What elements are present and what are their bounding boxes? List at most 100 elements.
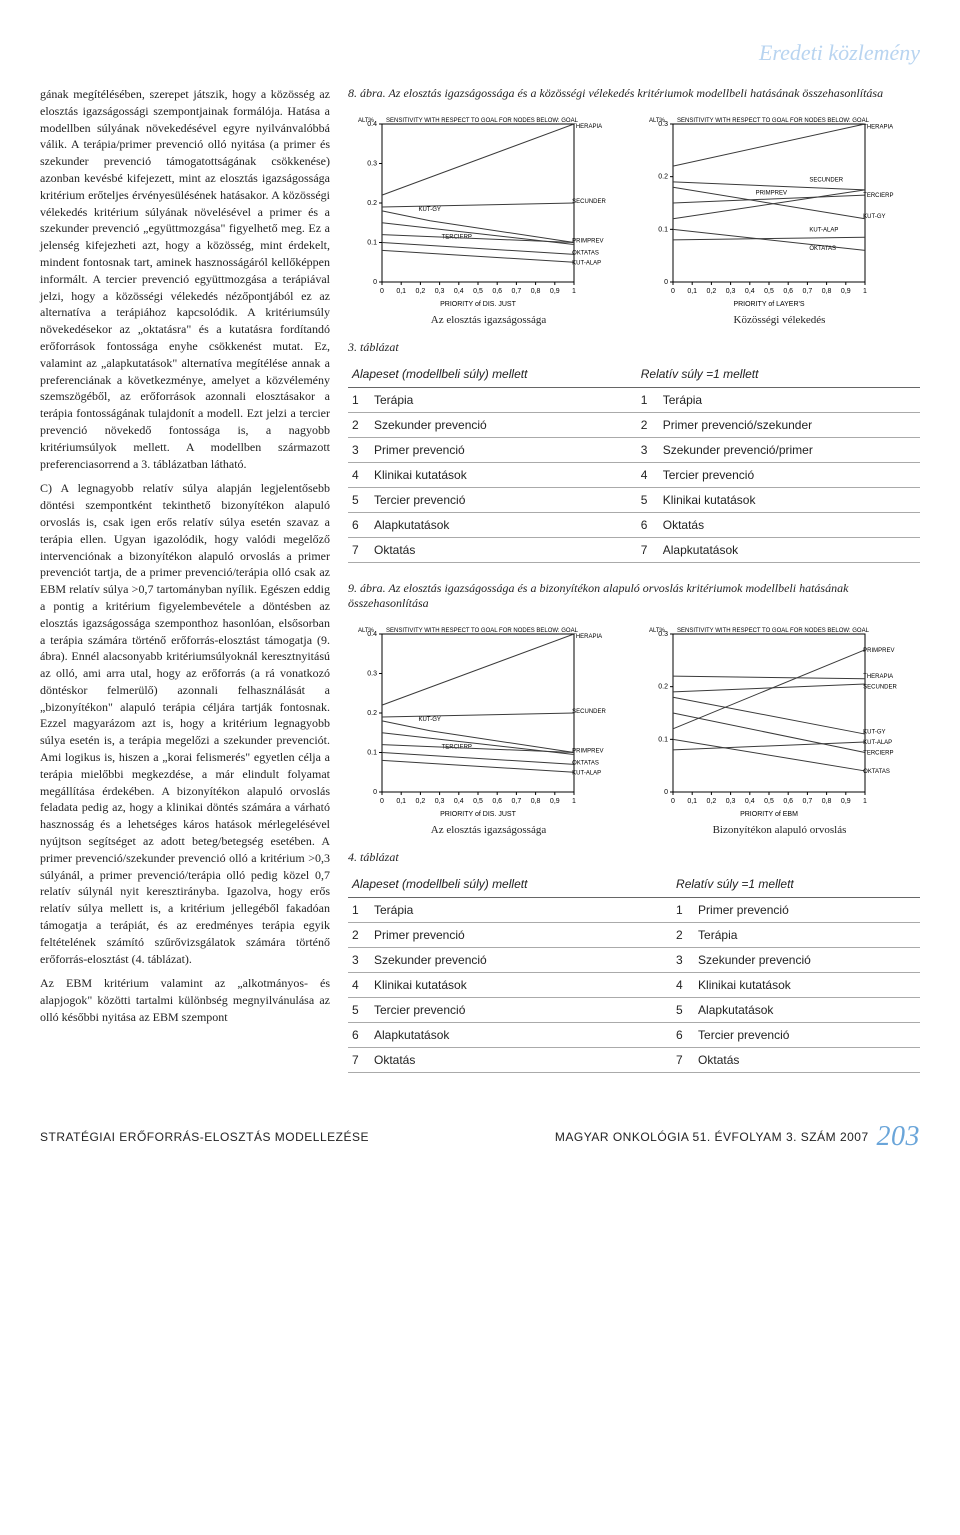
svg-text:SECUNDER: SECUNDER bbox=[572, 199, 606, 205]
svg-text:PRIMPREV: PRIMPREV bbox=[863, 648, 894, 654]
svg-text:0: 0 bbox=[664, 279, 668, 286]
table-cell: Szekunder prevenció bbox=[370, 412, 637, 437]
right-column: 8. ábra. Az elosztás igazságossága és a … bbox=[348, 86, 920, 1091]
table-row: 5Tercier prevenció5Alapkutatások bbox=[348, 997, 920, 1022]
page-number: 203 bbox=[877, 1121, 921, 1152]
table-cell: 3 bbox=[672, 947, 694, 972]
main-columns: gának megítélésében, szerepet játszik, h… bbox=[40, 86, 920, 1091]
paragraph-1: gának megítélésében, szerepet játszik, h… bbox=[40, 86, 330, 472]
svg-text:0,8: 0,8 bbox=[531, 798, 541, 805]
svg-text:SECUNDER: SECUNDER bbox=[863, 684, 897, 690]
svg-text:0,7: 0,7 bbox=[803, 798, 813, 805]
table-cell: 5 bbox=[672, 997, 694, 1022]
table-cell: 6 bbox=[348, 512, 370, 537]
svg-text:SENSITIVITY WITH RESPECT TO GO: SENSITIVITY WITH RESPECT TO GOAL FOR NOD… bbox=[386, 628, 579, 634]
table3-caption: 3. táblázat bbox=[348, 340, 920, 355]
table-cell: 6 bbox=[637, 512, 659, 537]
svg-text:0,4: 0,4 bbox=[454, 288, 464, 295]
figure8-caption: 8. ábra. Az elosztás igazságossága és a … bbox=[348, 86, 920, 102]
svg-text:THERAPIA: THERAPIA bbox=[863, 674, 893, 680]
svg-text:PRIORITY of DIS. JUST: PRIORITY of DIS. JUST bbox=[440, 301, 516, 308]
table-cell: Alapkutatások bbox=[370, 512, 637, 537]
svg-text:0,7: 0,7 bbox=[512, 288, 522, 295]
svg-text:THERAPIA: THERAPIA bbox=[572, 124, 602, 130]
table-cell: 2 bbox=[348, 922, 370, 947]
figure9-right-chart: 00.10.20.300,10,20,30,40,50,60,70,80,91A… bbox=[639, 620, 920, 836]
svg-text:0.2: 0.2 bbox=[367, 710, 377, 717]
svg-text:PRIMPREV: PRIMPREV bbox=[572, 748, 603, 754]
svg-text:ALT%: ALT% bbox=[649, 628, 666, 634]
svg-text:0,4: 0,4 bbox=[454, 798, 464, 805]
table-cell: Tercier prevenció bbox=[370, 997, 672, 1022]
svg-text:0.2: 0.2 bbox=[658, 683, 668, 690]
svg-text:0,8: 0,8 bbox=[531, 288, 541, 295]
svg-text:KUT-ALAP: KUT-ALAP bbox=[572, 770, 601, 776]
paragraph-2: C) A legnagyobb relatív súlya alapján le… bbox=[40, 480, 330, 967]
table-cell: Primer prevenció/szekunder bbox=[659, 412, 920, 437]
table-cell: Oktatás bbox=[659, 512, 920, 537]
page-footer: STRATÉGIAI ERŐFORRÁS-ELOSZTÁS MODELLEZÉS… bbox=[40, 1121, 920, 1153]
svg-text:0.1: 0.1 bbox=[658, 226, 668, 233]
svg-text:0,7: 0,7 bbox=[512, 798, 522, 805]
svg-text:0,6: 0,6 bbox=[783, 798, 793, 805]
table-row: 4Klinikai kutatások4Klinikai kutatások bbox=[348, 972, 920, 997]
svg-text:0,5: 0,5 bbox=[473, 798, 483, 805]
svg-text:0.3: 0.3 bbox=[367, 160, 377, 167]
table-cell: 1 bbox=[637, 387, 659, 412]
svg-text:0,1: 0,1 bbox=[396, 798, 406, 805]
svg-text:0: 0 bbox=[671, 288, 675, 295]
svg-text:KUT-ALAP: KUT-ALAP bbox=[809, 227, 838, 233]
table-cell: 3 bbox=[637, 437, 659, 462]
svg-text:0,3: 0,3 bbox=[435, 288, 445, 295]
table-cell: Klinikai kutatások bbox=[370, 972, 672, 997]
svg-text:0,3: 0,3 bbox=[435, 798, 445, 805]
figure8-left-subtitle: Az elosztás igazságossága bbox=[348, 314, 629, 326]
figure9-left-chart: 00.10.20.30.400,10,20,30,40,50,60,70,80,… bbox=[348, 620, 629, 836]
table-row: 3Szekunder prevenció3Szekunder prevenció bbox=[348, 947, 920, 972]
table-cell: Szekunder prevenció/primer bbox=[659, 437, 920, 462]
table-cell: 4 bbox=[672, 972, 694, 997]
svg-text:KUT-ALAP: KUT-ALAP bbox=[572, 260, 601, 266]
svg-text:0,2: 0,2 bbox=[707, 798, 717, 805]
svg-text:0.2: 0.2 bbox=[658, 173, 668, 180]
table-cell: Tercier prevenció bbox=[694, 1022, 920, 1047]
svg-text:0,7: 0,7 bbox=[803, 288, 813, 295]
table-cell: 7 bbox=[348, 1047, 370, 1072]
table4-head-left: Alapeset (modellbeli súly) mellett bbox=[348, 871, 672, 898]
svg-text:0.3: 0.3 bbox=[367, 670, 377, 677]
left-text-column: gának megítélésében, szerepet játszik, h… bbox=[40, 86, 330, 1091]
svg-text:0,9: 0,9 bbox=[841, 288, 851, 295]
table-cell: Klinikai kutatások bbox=[659, 487, 920, 512]
table-cell: 3 bbox=[348, 437, 370, 462]
svg-text:0,9: 0,9 bbox=[550, 798, 560, 805]
svg-text:0,6: 0,6 bbox=[492, 288, 502, 295]
table-cell: 4 bbox=[348, 972, 370, 997]
svg-text:KUT-ALAP: KUT-ALAP bbox=[863, 740, 892, 746]
svg-text:0: 0 bbox=[380, 798, 384, 805]
svg-text:OKTATAS: OKTATAS bbox=[572, 250, 599, 256]
table-cell: 1 bbox=[348, 387, 370, 412]
svg-text:0,6: 0,6 bbox=[492, 798, 502, 805]
table-cell: Terápia bbox=[370, 897, 672, 922]
svg-text:SENSITIVITY WITH RESPECT TO GO: SENSITIVITY WITH RESPECT TO GOAL FOR NOD… bbox=[677, 118, 870, 124]
svg-text:0: 0 bbox=[671, 798, 675, 805]
svg-text:0,5: 0,5 bbox=[764, 798, 774, 805]
svg-text:0,4: 0,4 bbox=[745, 288, 755, 295]
table3-head-right: Relatív súly =1 mellett bbox=[637, 361, 920, 388]
table-cell: Primer prevenció bbox=[370, 437, 637, 462]
table-row: 2Szekunder prevenció2Primer prevenció/sz… bbox=[348, 412, 920, 437]
svg-text:0,3: 0,3 bbox=[726, 288, 736, 295]
svg-text:0,1: 0,1 bbox=[396, 288, 406, 295]
table-row: 2Primer prevenció2Terápia bbox=[348, 922, 920, 947]
svg-text:0,1: 0,1 bbox=[687, 798, 697, 805]
table-cell: 7 bbox=[348, 537, 370, 562]
table-row: 1Terápia1Primer prevenció bbox=[348, 897, 920, 922]
footer-right: MAGYAR ONKOLÓGIA 51. ÉVFOLYAM 3. SZÁM 20… bbox=[555, 1121, 920, 1153]
footer-journal: MAGYAR ONKOLÓGIA 51. ÉVFOLYAM 3. SZÁM 20… bbox=[555, 1130, 869, 1144]
table-row: 1Terápia1Terápia bbox=[348, 387, 920, 412]
svg-text:0,2: 0,2 bbox=[707, 288, 717, 295]
svg-text:PRIORITY of DIS. JUST: PRIORITY of DIS. JUST bbox=[440, 811, 516, 818]
table-cell: Terápia bbox=[370, 387, 637, 412]
svg-text:ALT%: ALT% bbox=[358, 628, 375, 634]
table-cell: Tercier prevenció bbox=[370, 487, 637, 512]
